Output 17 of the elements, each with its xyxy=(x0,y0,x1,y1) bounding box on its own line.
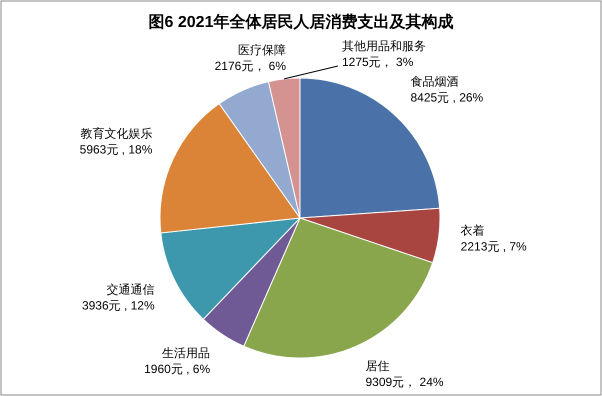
data-label: 5963元 , 18% xyxy=(80,142,153,156)
slice-label: 交通通信 xyxy=(106,282,155,297)
slice-label: 医疗保障 xyxy=(238,43,286,57)
slice-label: 教育文化娱乐 xyxy=(80,126,152,140)
data-label: 1960元 , 6% xyxy=(144,362,210,376)
slice-label: 生活用品 xyxy=(162,346,210,360)
slice-label: 居住 xyxy=(366,359,390,374)
slice-label: 其他用品和服务 xyxy=(342,39,426,53)
data-label: 2213元 , 7% xyxy=(460,240,528,254)
data-label: 9309元， 24% xyxy=(366,375,444,390)
slice-label: 衣着 xyxy=(460,224,485,238)
chart-title: 图6 2021年全体居民人居消费支出及其构成 xyxy=(148,13,454,31)
data-label: 3936元 , 12% xyxy=(82,298,155,313)
data-label: 1275元， 3% xyxy=(342,55,414,69)
slice-label: 食品烟酒 xyxy=(410,74,459,89)
data-label: 8425元 , 26% xyxy=(410,90,484,105)
data-label: 2176元， 6% xyxy=(214,59,286,73)
